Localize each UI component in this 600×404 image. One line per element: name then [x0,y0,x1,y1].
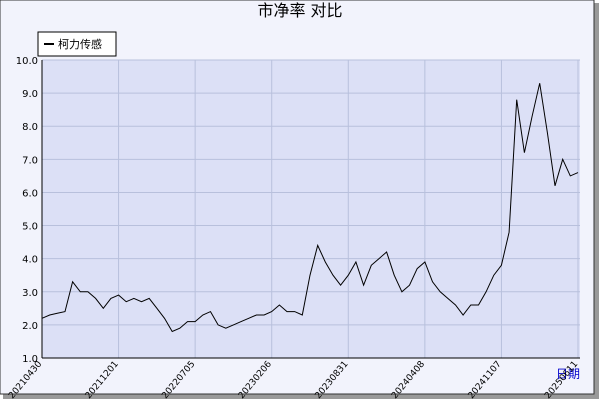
y-tick-label: 6.0 [22,188,38,199]
y-tick-label: 3.0 [22,288,38,299]
y-tick-label: 7.0 [22,155,38,166]
y-tick-label: 10.0 [16,56,38,67]
y-tick-label: 4.0 [22,255,38,266]
legend-label: 柯力传感 [58,38,102,51]
y-tick-label: 1.0 [22,354,38,365]
y-tick-label: 5.0 [22,222,38,233]
y-tick-label: 2.0 [22,321,38,332]
chart-title: 市净率 对比 [257,1,342,20]
plot-area [42,60,580,358]
x-axis-label: 日期 [556,367,580,381]
y-tick-label: 8.0 [22,122,38,133]
y-tick-label: 9.0 [22,89,38,100]
series-line [41,83,579,333]
